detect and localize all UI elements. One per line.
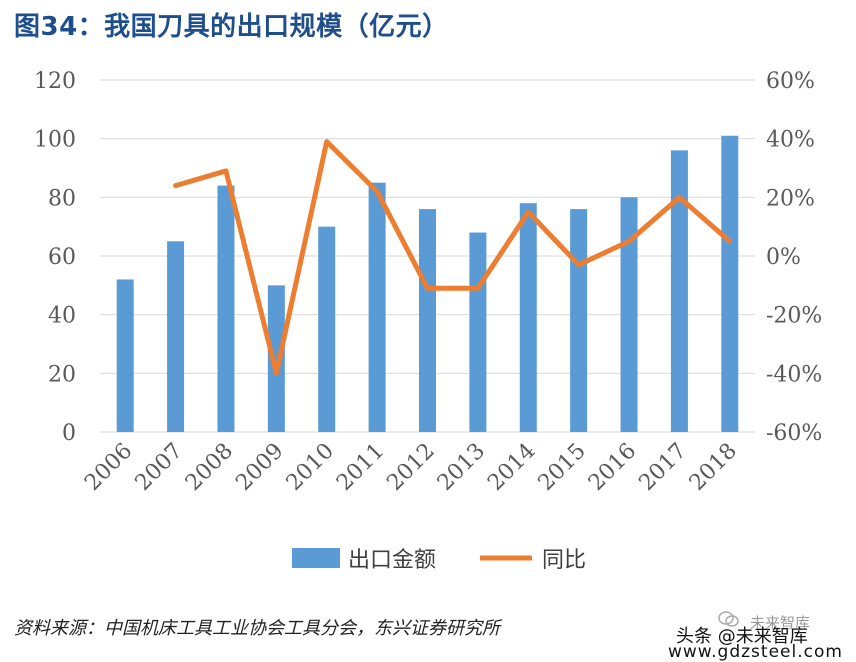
right-tick-label: -60%	[766, 421, 822, 446]
yoy-line	[176, 142, 730, 374]
legend-swatch-bar	[292, 548, 340, 568]
right-tick-label: 60%	[766, 69, 815, 94]
left-tick-label: 40	[48, 304, 76, 329]
left-tick-label: 0	[62, 421, 76, 446]
right-tick-label: 20%	[766, 186, 815, 211]
bar	[671, 150, 688, 432]
bar	[570, 209, 587, 432]
right-tick-label: -40%	[766, 362, 822, 387]
legend: 出口金额 同比	[292, 548, 586, 573]
bar	[469, 233, 486, 432]
left-tick-label: 100	[34, 128, 76, 153]
left-tick-label: 80	[48, 186, 76, 211]
bar	[318, 227, 335, 432]
x-tick-label: 2007	[131, 439, 188, 496]
watermark-url: www.gdzsteel.com	[668, 642, 843, 662]
x-tick-label: 2009	[231, 439, 288, 496]
bar	[217, 186, 234, 432]
x-tick-label: 2008	[181, 439, 238, 496]
source-note: 资料来源：中国机床工具工业协会工具分会，东兴证券研究所	[14, 614, 500, 640]
x-tick-label: 2010	[282, 439, 339, 496]
bar	[419, 209, 436, 432]
right-tick-label: 40%	[766, 128, 815, 153]
bar	[721, 136, 738, 432]
x-tick-label: 2016	[584, 439, 641, 496]
left-axis-ticks: 0 20 40 60 80 100 120	[34, 69, 76, 446]
bar	[520, 203, 537, 432]
x-axis-ticks: 2006200720082009201020112012201320142015…	[80, 439, 742, 496]
right-tick-label: -20%	[766, 304, 822, 329]
x-tick-label: 2018	[685, 439, 742, 496]
right-tick-label: 0%	[766, 245, 801, 270]
x-tick-label: 2015	[534, 439, 591, 496]
legend-label-bar: 出口金额	[348, 548, 436, 573]
x-tick-label: 2006	[80, 439, 137, 496]
left-tick-label: 20	[48, 362, 76, 387]
x-tick-label: 2013	[433, 439, 490, 496]
line-series	[175, 142, 729, 374]
left-tick-label: 120	[34, 69, 76, 94]
bar	[117, 279, 134, 432]
right-axis-ticks: -60% -40% -20% 0% 20% 40% 60%	[766, 69, 822, 446]
bar	[369, 183, 386, 432]
x-tick-label: 2014	[483, 439, 540, 496]
x-tick-label: 2012	[382, 439, 439, 496]
bar	[167, 241, 184, 432]
x-tick-label: 2011	[332, 439, 389, 496]
x-tick-label: 2017	[634, 439, 691, 496]
legend-label-line: 同比	[542, 548, 586, 573]
left-tick-label: 60	[48, 245, 76, 270]
bar	[621, 197, 638, 432]
